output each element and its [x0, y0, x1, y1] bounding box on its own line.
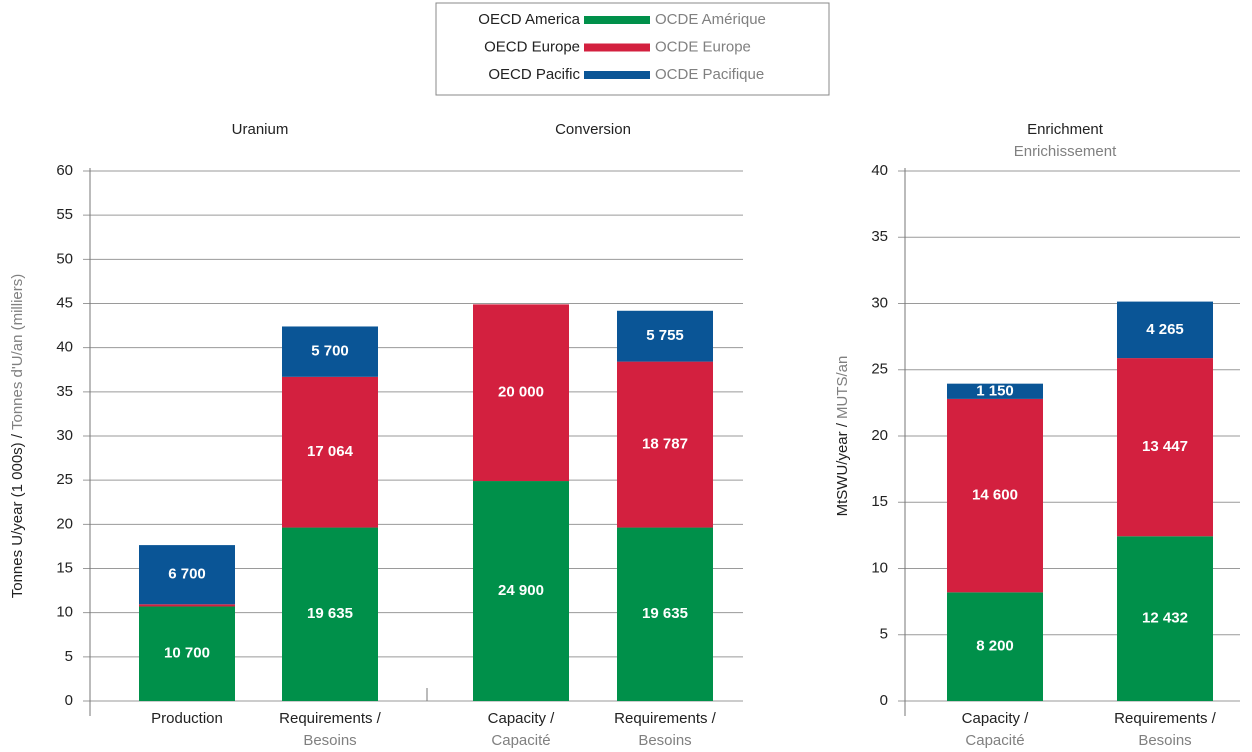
- bar-segment: [282, 527, 378, 701]
- value-label: 17 064: [307, 443, 354, 460]
- y-tick-label: 15: [56, 559, 73, 576]
- x-tick-label: Requirements /: [1114, 710, 1217, 727]
- bar-segment: [139, 606, 235, 701]
- bar-segment: [1117, 301, 1213, 359]
- value-label: 19 635: [642, 605, 688, 622]
- y-tick-label: 10: [871, 559, 888, 576]
- x-tick-label-fr: Besoins: [303, 732, 356, 749]
- y-tick-label: 30: [871, 294, 888, 311]
- y-tick-label: 25: [56, 471, 73, 488]
- x-tick-label-fr: Besoins: [1138, 732, 1191, 749]
- bar-segment: [947, 592, 1043, 701]
- y-tick-label: 20: [871, 427, 888, 444]
- value-label: 12 432: [1142, 610, 1188, 627]
- bar-segment: [139, 604, 235, 607]
- x-tick-label-fr: Besoins: [638, 732, 691, 749]
- x-tick-label: Requirements /: [614, 710, 717, 727]
- value-label: 8 200: [976, 638, 1014, 655]
- y-tick-label: 15: [871, 493, 888, 510]
- value-label: 6 700: [168, 566, 206, 583]
- y-axis-label-en: MtSWU/year /: [834, 422, 851, 516]
- legend-label-fr: OCDE Europe: [655, 38, 751, 55]
- x-tick-label: Capacity /: [962, 710, 1030, 727]
- value-label: 4 265: [1146, 321, 1184, 338]
- bar-segment: [617, 527, 713, 701]
- value-label: 5 700: [311, 343, 349, 360]
- legend-box: [435, 2, 830, 96]
- value-label: 13 447: [1142, 438, 1188, 455]
- x-tick-label: Production: [151, 710, 223, 727]
- value-label: 18 787: [642, 436, 688, 453]
- y-axis-label: MtSWU/year / MUTS/an: [834, 356, 851, 517]
- y-tick-label: 25: [871, 361, 888, 378]
- y-tick-label: 40: [56, 339, 73, 356]
- value-label: 1 150: [976, 382, 1014, 399]
- legend-label: OECD Europe: [484, 38, 580, 55]
- bar-segment: [139, 545, 235, 605]
- y-tick-label: 40: [871, 162, 888, 179]
- y-axis-label-fr: MUTS/an: [834, 356, 851, 419]
- value-label: 24 900: [498, 582, 544, 599]
- bar-segment: [1117, 358, 1213, 537]
- y-tick-label: 0: [65, 692, 73, 709]
- y-tick-label: 30: [56, 427, 73, 444]
- y-tick-label: 50: [56, 250, 73, 267]
- bar-segment: [617, 310, 713, 362]
- legend-label: OECD America: [478, 11, 580, 28]
- bar-segment: [473, 481, 569, 701]
- legend-swatch: [584, 16, 650, 24]
- legend-label: OECD Pacific: [488, 66, 580, 83]
- y-tick-label: 60: [56, 162, 73, 179]
- y-tick-label: 35: [871, 228, 888, 245]
- legend-label-fr: OCDE Pacifique: [655, 66, 764, 83]
- x-tick-label-fr: Capacité: [491, 732, 550, 749]
- chart-title: Enrichment: [1027, 121, 1104, 138]
- y-tick-label: 0: [880, 692, 888, 709]
- x-tick-label-fr: Capacité: [965, 732, 1024, 749]
- group-title: Conversion: [555, 121, 631, 138]
- y-tick-label: 5: [880, 626, 888, 643]
- bar-segment: [947, 398, 1043, 593]
- bar-segment: [473, 304, 569, 482]
- value-label: 20 000: [498, 384, 544, 401]
- bar-segment: [282, 326, 378, 377]
- y-axis-label-fr: Tonnes d'U/an (milliers): [9, 274, 26, 430]
- bar-segment: [282, 376, 378, 528]
- y-tick-label: 35: [56, 383, 73, 400]
- bar-segment: [617, 361, 713, 528]
- y-axis-label: Tonnes U/year (1 000s) / Tonnes d'U/an (m…: [9, 274, 26, 599]
- bar-segment: [947, 383, 1043, 399]
- value-label: 19 635: [307, 605, 353, 622]
- group-title: Uranium: [232, 121, 289, 138]
- value-label: 10 700: [164, 645, 210, 662]
- legend-swatch: [584, 43, 650, 52]
- legend-label-fr: OCDE Amérique: [655, 11, 766, 28]
- y-tick-label: 10: [56, 604, 73, 621]
- y-tick-label: 55: [56, 206, 73, 223]
- chart-title-fr: Enrichissement: [1014, 143, 1117, 160]
- legend-swatch: [584, 71, 650, 79]
- x-tick-label: Capacity /: [488, 710, 556, 727]
- y-tick-label: 45: [56, 294, 73, 311]
- value-label: 5 755: [646, 327, 684, 344]
- y-tick-label: 20: [56, 515, 73, 532]
- x-tick-label: Requirements /: [279, 710, 382, 727]
- value-label: 14 600: [972, 487, 1018, 504]
- bar-segment: [1117, 536, 1213, 701]
- y-axis-label-en: Tonnes U/year (1 000s) /: [9, 433, 26, 598]
- y-tick-label: 5: [65, 648, 73, 665]
